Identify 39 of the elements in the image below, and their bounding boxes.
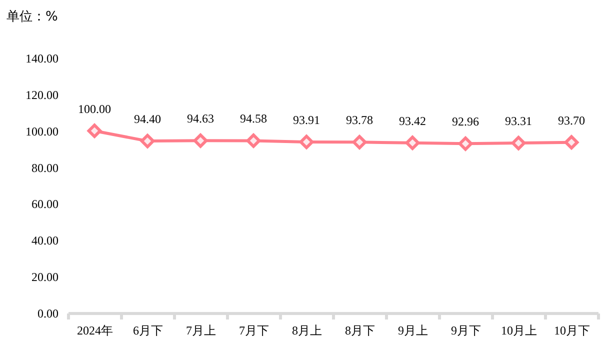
y-tick-label: 20.00 [32,270,58,284]
data-label: 93.70 [558,113,585,128]
y-tick-label: 100.00 [26,124,58,138]
point [458,136,473,151]
data-label: 93.42 [399,114,426,128]
x-tick-label: 9月下 [451,324,481,338]
data-label: 92.96 [452,114,479,129]
point [140,134,155,148]
x-tick-label: 7月下 [239,324,269,338]
data-label: 94.58 [240,112,267,126]
data-label: 93.91 [293,112,320,127]
point [246,134,261,148]
point [511,136,526,150]
y-tick-label: 140.00 [26,52,58,66]
x-tick-label: 6月下 [133,324,163,338]
y-tick-label: 80.00 [32,160,58,175]
x-tick-label: 8月下 [345,324,375,338]
data-label: 93.31 [505,114,532,128]
x-tick-label: 10月上 [501,324,537,338]
x-tick-label: 10月下 [554,324,590,338]
point [87,124,102,138]
y-tick-label: 60.00 [32,197,58,212]
x-tick-label: 9月上 [398,324,428,338]
data-label: 94.40 [134,112,161,126]
data-label: 93.78 [346,113,373,128]
y-axis-title: 单位：% [6,10,58,24]
point [564,135,579,150]
y-tick-label: 40.00 [32,234,58,248]
point [352,134,367,150]
data-label: 100.00 [78,102,111,116]
point [193,133,208,148]
x-tick-label: 8月上 [292,324,322,338]
x-tick-label: 7月上 [186,324,216,338]
point [299,134,314,150]
y-tick-label: 0.00 [38,306,58,320]
y-tick-label: 120.00 [26,88,58,102]
data-label: 94.63 [187,112,214,126]
x-tick-label: 2024年 [77,324,113,338]
point [405,136,420,150]
